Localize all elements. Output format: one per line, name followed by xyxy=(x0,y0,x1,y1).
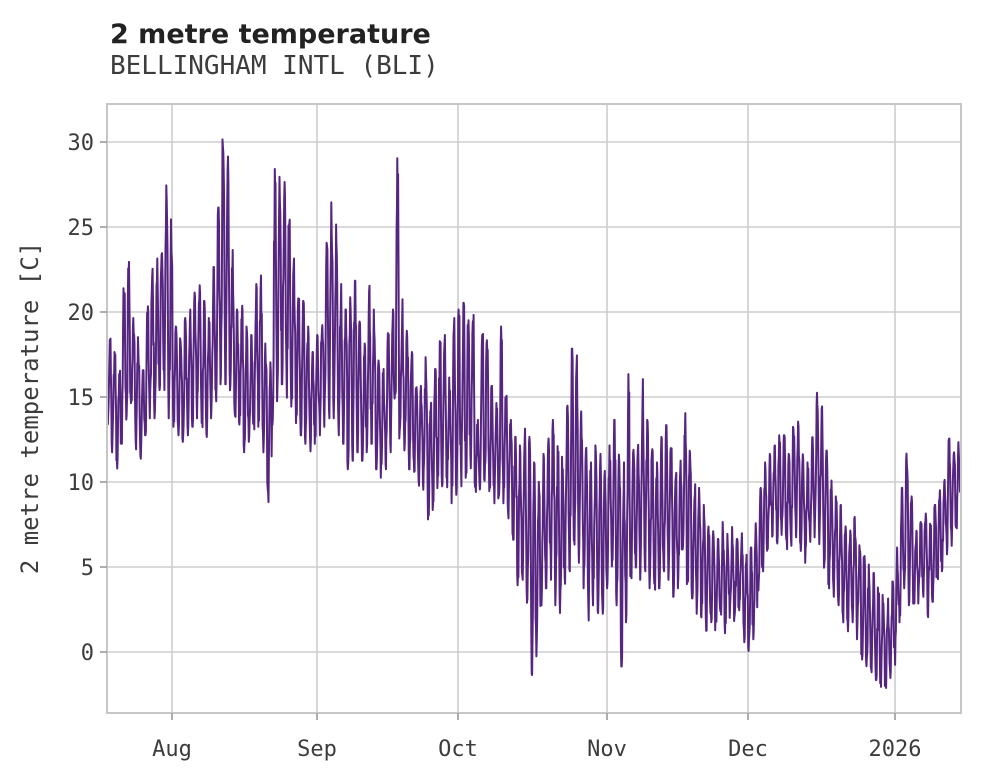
y-tick-10: 10 xyxy=(68,471,95,496)
axis-tick-marks xyxy=(100,141,896,720)
y-tick-30: 30 xyxy=(68,131,95,156)
x-tick-2026: 2026 xyxy=(869,737,922,762)
y-tick-labels: 30 25 20 15 10 5 0 xyxy=(68,131,95,666)
plot-border xyxy=(106,103,962,714)
y-tick-5: 5 xyxy=(81,556,94,581)
x-tick-nov: Nov xyxy=(587,737,627,762)
chart-title: 2 metre temperature xyxy=(110,19,431,50)
chart-subtitle: BELLINGHAM INTL (BLI) xyxy=(110,51,439,81)
x-tick-sep: Sep xyxy=(297,737,337,762)
x-tick-oct: Oct xyxy=(438,737,478,762)
y-tick-25: 25 xyxy=(68,216,95,241)
y-tick-15: 15 xyxy=(68,386,95,411)
x-tick-labels: Aug Sep Oct Nov Dec 2026 xyxy=(152,737,921,762)
y-tick-0: 0 xyxy=(81,641,94,666)
y-tick-20: 20 xyxy=(68,301,95,326)
x-tick-dec: Dec xyxy=(728,737,768,762)
y-axis-title: 2 metre temperature [C] xyxy=(16,242,44,574)
x-tick-aug: Aug xyxy=(152,737,192,762)
temperature-line xyxy=(106,138,961,689)
